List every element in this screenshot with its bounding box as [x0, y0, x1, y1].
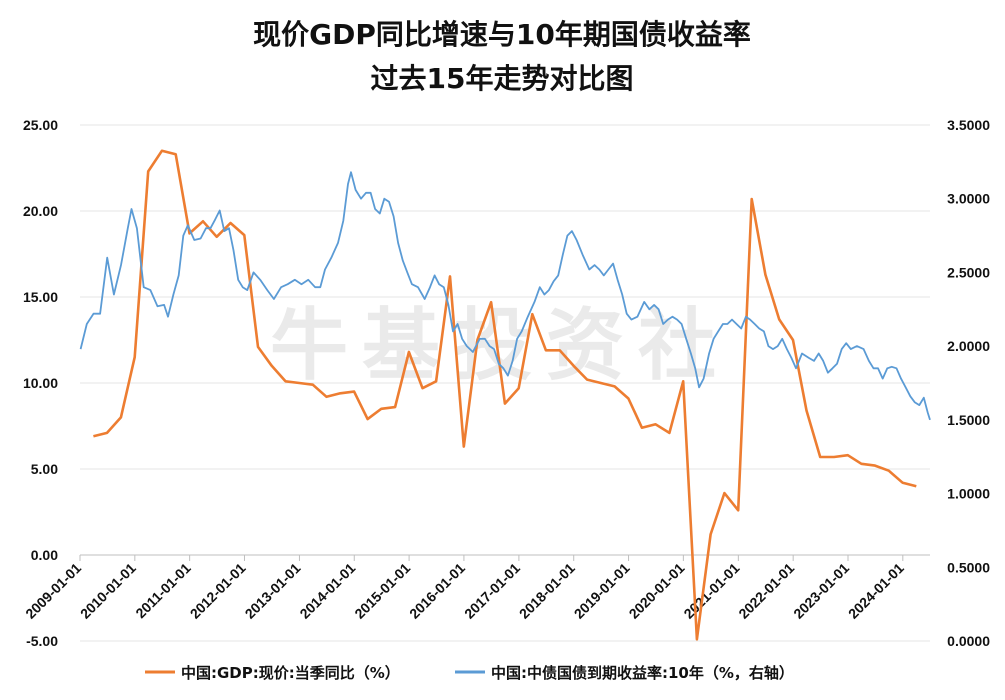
x-tick-label: 2017-01-01 — [461, 560, 523, 622]
right-y-tick: 3.5000 — [947, 117, 990, 133]
right-y-axis: 3.5000 3.0000 2.5000 2.0000 1.5000 1.0000 0.50… — [947, 117, 990, 649]
series-lines — [79, 149, 931, 641]
x-tick-label: 2011-01-01 — [132, 560, 194, 622]
right-y-tick: 3.0000 — [947, 191, 990, 207]
legend-label: 中国:GDP:现价:当季同比（%） — [181, 664, 400, 682]
x-tick-label: 2020-01-01 — [626, 560, 688, 622]
left-y-tick: -5.00 — [26, 633, 58, 649]
left-y-axis: 25.00 20.00 15.00 10.00 5.00 0.00 -5.00 — [23, 117, 58, 649]
right-y-tick: 0.5000 — [947, 559, 990, 575]
series-line-bond-yield — [79, 171, 931, 421]
right-y-tick: 1.0000 — [947, 486, 990, 502]
legend: 中国:GDP:现价:当季同比（%） 中国:中债国债到期收益率:10年（%，右轴） — [145, 664, 794, 682]
left-y-tick: 15.00 — [23, 289, 58, 305]
gridlines — [80, 124, 930, 642]
left-y-tick: 20.00 — [23, 203, 58, 219]
x-tick-label: 2012-01-01 — [187, 560, 249, 622]
x-tick-label: 2022-01-01 — [735, 560, 797, 622]
chart-title-line2: 过去15年走势对比图 — [371, 62, 634, 95]
right-y-tick: 2.5000 — [947, 264, 990, 280]
x-tick-label: 2019-01-01 — [571, 560, 633, 622]
x-tick-label: 2009-01-01 — [22, 560, 84, 622]
series-line-gdp — [93, 149, 917, 641]
chart-title-line1: 现价GDP同比增速与10年期国债收益率 — [253, 18, 751, 51]
x-tick-label: 2015-01-01 — [351, 560, 413, 622]
left-y-tick: 10.00 — [23, 375, 58, 391]
right-y-tick: 0.0000 — [947, 633, 990, 649]
x-tick-label: 2021-01-01 — [681, 560, 743, 622]
x-axis: 2009-01-012010-01-012011-01-012012-01-01… — [22, 554, 930, 622]
right-y-tick: 1.5000 — [947, 412, 990, 428]
x-tick-label: 2016-01-01 — [406, 560, 468, 622]
left-y-tick: 0.00 — [31, 547, 58, 563]
x-tick-label: 2013-01-01 — [242, 560, 304, 622]
left-y-tick: 25.00 — [23, 117, 58, 133]
x-tick-label: 2018-01-01 — [516, 560, 578, 622]
x-tick-label: 2024-01-01 — [845, 560, 907, 622]
right-y-tick: 2.0000 — [947, 338, 990, 354]
legend-label: 中国:中债国债到期收益率:10年（%，右轴） — [491, 664, 794, 682]
x-tick-label: 2014-01-01 — [296, 560, 358, 622]
x-tick-label: 2010-01-01 — [77, 560, 139, 622]
left-y-tick: 5.00 — [31, 461, 58, 477]
x-tick-label: 2023-01-01 — [790, 560, 852, 622]
